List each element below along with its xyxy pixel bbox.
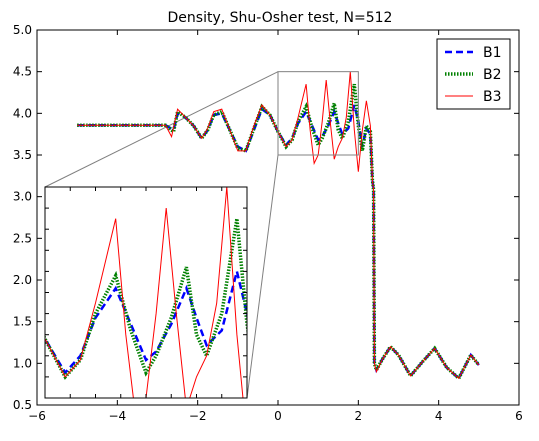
inset-frame: [44, 186, 248, 399]
zoom-box: [277, 71, 359, 156]
y-tick-label: 1.5: [13, 315, 32, 329]
inset-plot: [44, 186, 248, 399]
legend-label: B2: [483, 67, 502, 83]
zoom-connector-line: [44, 71, 279, 188]
x-tick-label: −6: [28, 409, 46, 423]
x-tick-label: −4: [108, 409, 126, 423]
inset-series-line-b3: [45, 187, 244, 398]
x-tick-label: 2: [355, 409, 363, 423]
x-tick-label: 0: [274, 409, 282, 423]
y-tick-label: 3.0: [13, 190, 32, 204]
y-tick-label: 4.0: [13, 106, 32, 120]
y-tick-label: 2.5: [13, 231, 32, 245]
legend: B1 B2 B3: [436, 38, 511, 110]
series-line-b2: [77, 83, 481, 382]
x-tick-label: 4: [435, 409, 443, 423]
y-tick-label: 0.5: [13, 398, 32, 412]
series-line-b3: [77, 71, 480, 380]
legend-label: B1: [483, 45, 502, 61]
y-tick-label: 4.5: [13, 65, 32, 79]
zoom-connector-line: [246, 154, 279, 399]
legend-label: B3: [483, 89, 502, 105]
inset-background: [45, 187, 247, 398]
x-tick-label: −2: [189, 409, 207, 423]
y-tick-label: 1.0: [13, 356, 32, 370]
inset-series-group: [45, 187, 247, 398]
y-tick-label: 5.0: [13, 23, 32, 37]
chart-title: Density, Shu-Osher test, N=512: [168, 10, 393, 26]
y-tick-label: 2.0: [13, 273, 32, 287]
y-tick-label: 3.5: [13, 148, 32, 162]
x-tick-label: 6: [515, 409, 523, 423]
main-plot: −6 −4 −2 0 2 4 6 0.5 1.0 1.5 2.0 2.5 3.0 3.5 4.0 4.5 5.0: [13, 23, 523, 423]
